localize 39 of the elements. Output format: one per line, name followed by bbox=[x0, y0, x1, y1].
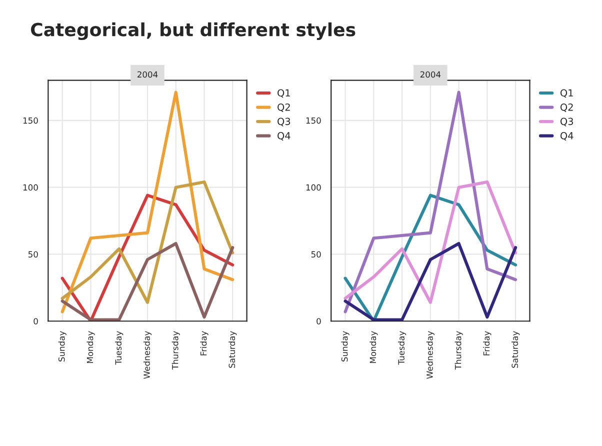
line-series bbox=[344, 90, 518, 314]
x-tick-label: Monday bbox=[86, 331, 95, 363]
legend-label: Q4 bbox=[560, 132, 574, 140]
line-series bbox=[60, 180, 234, 304]
x-tick-label: Thursday bbox=[454, 331, 463, 370]
y-tick-label: 150 bbox=[306, 117, 321, 124]
x-tick-label: Tuesday bbox=[398, 331, 406, 365]
x-tick-label: Saturday bbox=[512, 331, 520, 368]
x-tick-label: Sunday bbox=[341, 331, 350, 362]
legend-label: Q3 bbox=[560, 118, 573, 126]
y-tick-label: 50 bbox=[28, 251, 38, 258]
x-tick-label: Monday bbox=[370, 331, 378, 363]
x-tick-label: Tuesday bbox=[115, 331, 124, 365]
x-tick-label: Wednesday bbox=[143, 331, 152, 379]
legend-label: Q4 bbox=[278, 132, 290, 140]
y-tick-label: 50 bbox=[311, 251, 321, 258]
y-tick-label: 150 bbox=[23, 117, 38, 124]
y-tick-label: 0 bbox=[34, 318, 38, 324]
x-tick-label: Saturday bbox=[228, 331, 237, 368]
y-tick-label: 0 bbox=[316, 318, 321, 324]
text: Categorical, but different styles bbox=[31, 22, 356, 40]
chart-title: 2004 bbox=[137, 71, 158, 78]
chart-title: 2004 bbox=[420, 71, 441, 78]
line-series bbox=[344, 242, 518, 322]
line-series bbox=[60, 90, 234, 314]
x-tick-label: Wednesday bbox=[426, 331, 434, 379]
y-tick-label: 100 bbox=[306, 184, 321, 191]
x-tick-label: Sunday bbox=[58, 331, 66, 362]
legend-label: Q3 bbox=[278, 118, 290, 126]
legend-label: Q1 bbox=[560, 89, 573, 98]
legend-label: Q2 bbox=[278, 103, 290, 112]
x-tick-label: Friday bbox=[200, 331, 208, 356]
legend-label: Q2 bbox=[560, 103, 573, 112]
line-series bbox=[60, 242, 234, 322]
line-series bbox=[344, 180, 518, 304]
x-tick-label: Thursday bbox=[172, 331, 180, 370]
y-tick-label: 100 bbox=[23, 184, 38, 191]
legend-label: Q1 bbox=[278, 89, 290, 98]
x-tick-label: Friday bbox=[483, 331, 492, 356]
